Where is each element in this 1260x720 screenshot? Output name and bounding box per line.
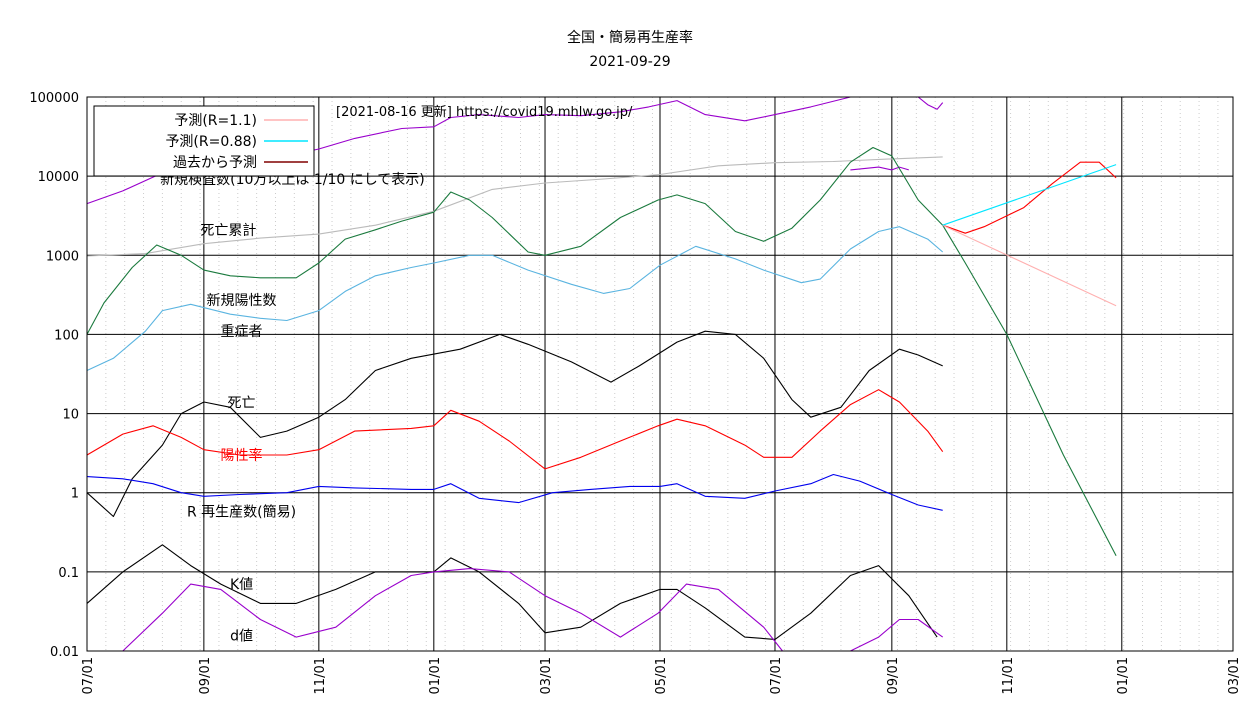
- x-tick-label: 03/01: [539, 657, 554, 694]
- x-tick-label: 09/01: [198, 657, 213, 694]
- y-tick-label: 0.1: [58, 566, 79, 581]
- chart-subtitle: 2021-09-29: [589, 54, 670, 70]
- y-tick-label: 100: [54, 328, 79, 343]
- legend-label: 予測(R=1.1): [174, 113, 257, 129]
- y-tick-label: 0.01: [50, 645, 79, 660]
- x-tick-label: 05/01: [654, 657, 669, 694]
- forecast-line: [942, 161, 1117, 234]
- series-line: [86, 330, 943, 518]
- y-tick-label: 10: [62, 408, 79, 423]
- axes-layer: 07/01 09/01 11/01 01/01 03/01 05/01 07/01 09/01…: [29, 91, 1242, 694]
- series-line: [917, 96, 944, 110]
- plot-frame: [86, 96, 1234, 652]
- x-tick-label: 11/01: [313, 657, 328, 694]
- legend-label: 過去から予測: [173, 155, 257, 171]
- series-line: [86, 226, 944, 371]
- grid-layer: [86, 96, 1234, 652]
- x-tick-label: 11/01: [1001, 657, 1016, 694]
- x-tick-label: 03/01: [1227, 657, 1242, 694]
- series-line: [86, 389, 944, 470]
- series-line: [122, 568, 783, 652]
- x-tick-label: 07/01: [81, 657, 96, 694]
- series-annotation: 死亡累計: [200, 223, 256, 239]
- series-annotation: K値: [230, 577, 253, 593]
- y-tick-label: 10000: [38, 170, 79, 185]
- series-line: [942, 164, 1117, 226]
- chart-title: 全国・簡易再生産率: [567, 29, 693, 46]
- series-annotation: d値: [230, 629, 253, 645]
- series-line: [86, 156, 943, 257]
- series-line: [850, 618, 944, 652]
- x-tick-label: 09/01: [886, 657, 901, 694]
- series-line: [850, 166, 909, 171]
- series-line: [942, 224, 1117, 307]
- series-line: [86, 544, 938, 640]
- series-line: [86, 473, 943, 511]
- y-tick-label: 100000: [29, 91, 79, 106]
- series-annotation: 陽性率: [221, 447, 263, 464]
- x-tick-label: 01/01: [428, 657, 443, 694]
- series-annotation: R 再生産数(簡易): [187, 505, 296, 521]
- series-line: [86, 146, 1117, 556]
- series-annotation: 重症者: [221, 324, 263, 340]
- y-tick-label: 1: [71, 487, 79, 502]
- legend-label: 予測(R=0.88): [165, 134, 257, 150]
- x-tick-label: 01/01: [1116, 657, 1131, 694]
- legend: 予測(R=1.1) 予測(R=0.88) 過去から予測: [93, 105, 315, 177]
- y-tick-label: 1000: [46, 249, 79, 264]
- source-note: [2021-08-16 更新] https://covid19.mhlw.go.…: [336, 104, 633, 120]
- x-tick-label: 07/01: [769, 657, 784, 694]
- series-annotation: 死亡: [228, 395, 256, 411]
- series-annotation: 新規陽性数: [207, 293, 277, 309]
